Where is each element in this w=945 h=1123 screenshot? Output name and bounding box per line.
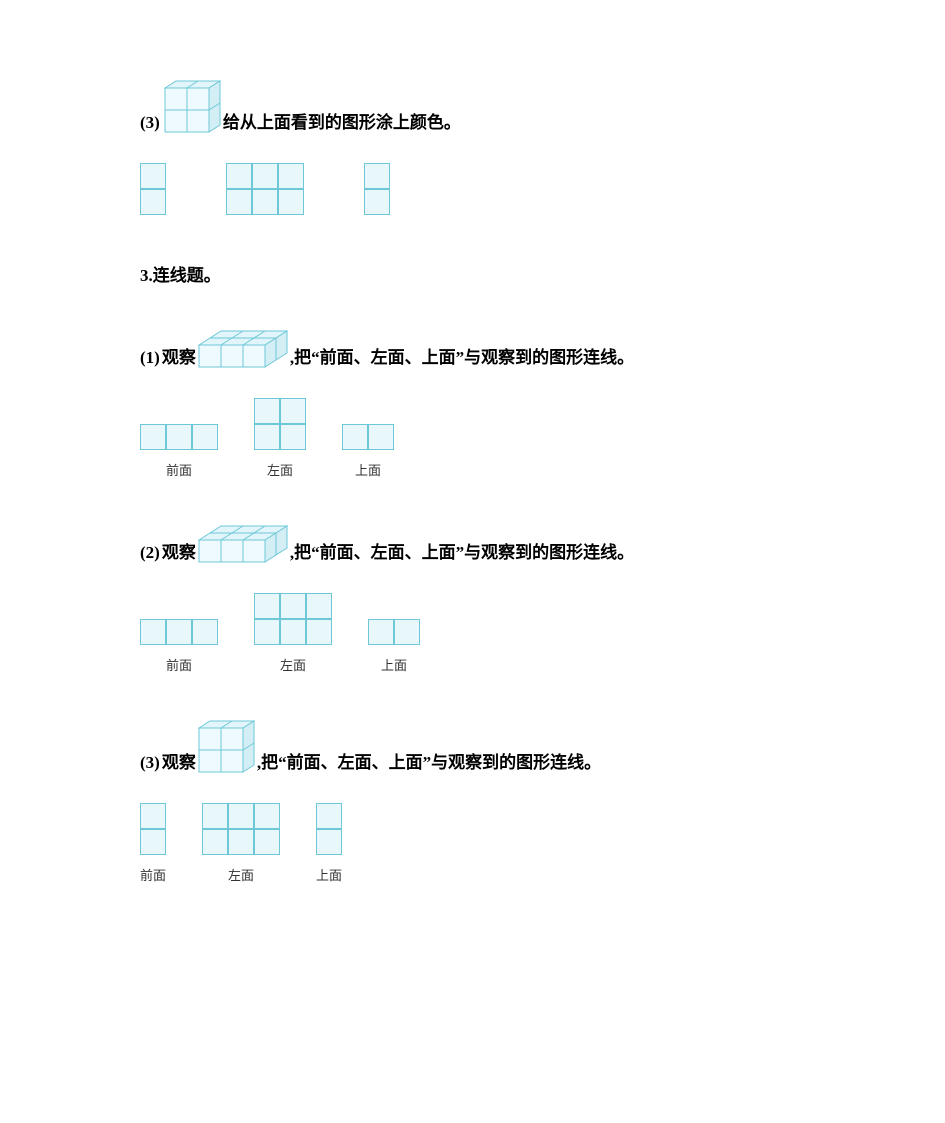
cube-diagram bbox=[198, 525, 288, 563]
grid-cell bbox=[252, 163, 278, 189]
grid-cell bbox=[166, 619, 192, 645]
grid-cell bbox=[228, 803, 254, 829]
matching-question: (1)观察 ,把“前面、左面、上面”与观察到的图形连线。前面 左面 上面 bbox=[140, 330, 805, 479]
question-number: (1) bbox=[140, 348, 160, 368]
worksheet-page: (3) 给从上面看到的图形涂上颜色。 3.连线题。 (1)观察,把“前面、左面、… bbox=[0, 0, 945, 970]
answer-option: 左面 bbox=[254, 398, 306, 479]
answer-option bbox=[140, 163, 166, 215]
option-label: 上面 bbox=[381, 655, 407, 674]
question-post-text: ,把“前面、左面、上面”与观察到的图形连线。 bbox=[290, 538, 634, 563]
question-pre-text: 观察 bbox=[162, 538, 196, 563]
grid-cell bbox=[226, 163, 252, 189]
grid-cell bbox=[280, 619, 306, 645]
question-2-3: (3) 给从上面看到的图形涂上颜色。 bbox=[140, 80, 805, 215]
grid-cell bbox=[316, 803, 342, 829]
option-label: 上面 bbox=[355, 460, 381, 479]
option-label: 左面 bbox=[228, 865, 254, 884]
grid-cell bbox=[254, 619, 280, 645]
option-label: 前面 bbox=[140, 865, 166, 884]
question-number: (3) bbox=[140, 113, 160, 133]
grid-cell bbox=[140, 803, 166, 829]
answer-option bbox=[226, 163, 304, 215]
grid-cell bbox=[166, 424, 192, 450]
grid-cell bbox=[316, 829, 342, 855]
grid-cell bbox=[254, 829, 280, 855]
answer-option: 前面 bbox=[140, 424, 218, 479]
question-line: (2)观察 ,把“前面、左面、上面”与观察到的图形连线。 bbox=[140, 525, 805, 563]
grid-cell bbox=[280, 593, 306, 619]
grid-cell bbox=[342, 424, 368, 450]
grid-cell bbox=[140, 619, 166, 645]
grid-cell bbox=[306, 593, 332, 619]
grid-cell bbox=[140, 829, 166, 855]
grid-cell bbox=[192, 424, 218, 450]
grid-cell bbox=[278, 189, 304, 215]
answer-option: 前面 bbox=[140, 803, 166, 884]
grid-cell bbox=[140, 189, 166, 215]
answer-option: 上面 bbox=[368, 619, 420, 674]
grid-cell bbox=[140, 163, 166, 189]
grid-cell bbox=[280, 398, 306, 424]
question-pre-text: 观察 bbox=[162, 748, 196, 773]
answer-option bbox=[364, 163, 390, 215]
question-line: (3) 给从上面看到的图形涂上颜色。 bbox=[140, 80, 805, 133]
question-line: (1)观察 ,把“前面、左面、上面”与观察到的图形连线。 bbox=[140, 330, 805, 368]
question-number: (2) bbox=[140, 543, 160, 563]
grid-cell bbox=[364, 189, 390, 215]
option-label: 前面 bbox=[166, 655, 192, 674]
grid-cell bbox=[254, 398, 280, 424]
grid-cell bbox=[192, 619, 218, 645]
option-label: 左面 bbox=[280, 655, 306, 674]
option-label: 左面 bbox=[267, 460, 293, 479]
answer-options: 前面 左面 上面 bbox=[140, 398, 805, 479]
answer-option: 左面 bbox=[254, 593, 332, 674]
answer-options: 前面 左面 上面 bbox=[140, 803, 805, 884]
question-post-text: ,把“前面、左面、上面”与观察到的图形连线。 bbox=[257, 748, 601, 773]
answer-options bbox=[140, 163, 805, 215]
answer-options: 前面 左面 上面 bbox=[140, 593, 805, 674]
grid-cell bbox=[306, 619, 332, 645]
option-label: 上面 bbox=[316, 865, 342, 884]
section-3-heading: 3.连线题。 bbox=[140, 261, 805, 286]
grid-cell bbox=[394, 619, 420, 645]
grid-cell bbox=[228, 829, 254, 855]
grid-cell bbox=[202, 803, 228, 829]
matching-question: (2)观察 ,把“前面、左面、上面”与观察到的图形连线。前面 左面 上面 bbox=[140, 525, 805, 674]
question-pre-text: 观察 bbox=[162, 343, 196, 368]
grid-cell bbox=[368, 619, 394, 645]
answer-option: 上面 bbox=[316, 803, 342, 884]
matching-questions: (1)观察,把“前面、左面、上面”与观察到的图形连线。前面左面上面(2)观察,把… bbox=[140, 330, 805, 884]
grid-cell bbox=[280, 424, 306, 450]
answer-option: 左面 bbox=[202, 803, 280, 884]
cube-diagram bbox=[198, 330, 288, 368]
question-line: (3)观察 ,把“前面、左面、上面”与观察到的图形连线。 bbox=[140, 720, 805, 773]
grid-cell bbox=[226, 189, 252, 215]
answer-option: 前面 bbox=[140, 619, 218, 674]
answer-option: 上面 bbox=[342, 424, 394, 479]
grid-cell bbox=[252, 189, 278, 215]
grid-cell bbox=[254, 593, 280, 619]
grid-cell bbox=[278, 163, 304, 189]
cube-diagram bbox=[198, 720, 255, 773]
matching-question: (3)观察 ,把“前面、左面、上面”与观察到的图形连线。前面 左面 上面 bbox=[140, 720, 805, 884]
question-post-text: ,把“前面、左面、上面”与观察到的图形连线。 bbox=[290, 343, 634, 368]
grid-cell bbox=[364, 163, 390, 189]
cube-diagram bbox=[164, 80, 221, 133]
grid-cell bbox=[254, 803, 280, 829]
grid-cell bbox=[368, 424, 394, 450]
question-number: (3) bbox=[140, 753, 160, 773]
grid-cell bbox=[254, 424, 280, 450]
grid-cell bbox=[202, 829, 228, 855]
option-label: 前面 bbox=[166, 460, 192, 479]
grid-cell bbox=[140, 424, 166, 450]
question-text: 给从上面看到的图形涂上颜色。 bbox=[223, 108, 461, 133]
